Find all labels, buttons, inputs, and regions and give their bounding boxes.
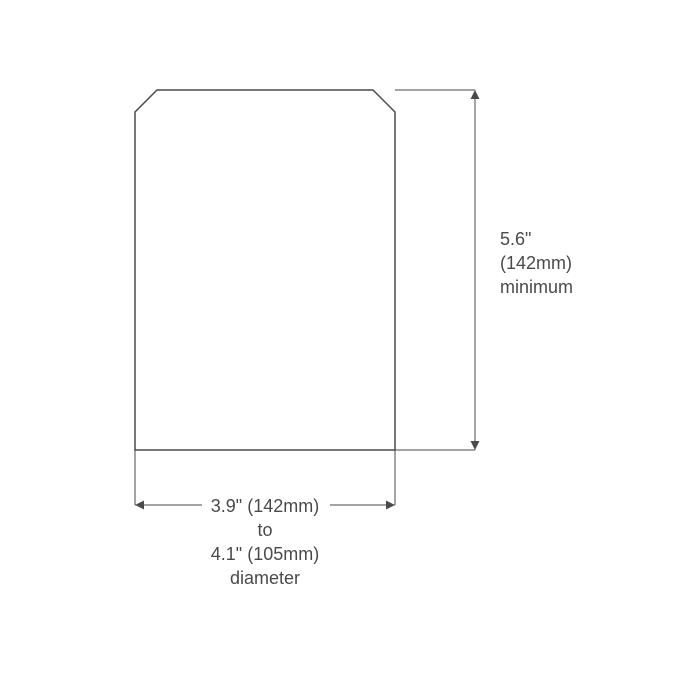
dimension-arrow xyxy=(135,501,144,510)
dimension-arrow xyxy=(471,90,480,99)
width-dimension-label: 4.1" (105mm) xyxy=(211,544,319,564)
dimension-arrow xyxy=(386,501,395,510)
width-dimension-label: 3.9" (142mm) xyxy=(211,496,319,516)
height-dimension-label: (142mm) xyxy=(500,253,572,273)
dimension-diagram: 5.6" (142mm) minimum 3.9" (142mm) to 4.1" (10… xyxy=(0,0,700,700)
width-dimension-label: to xyxy=(257,520,272,540)
dimension-arrow xyxy=(471,441,480,450)
height-dimension-label: 5.6" xyxy=(500,229,531,249)
product-outline xyxy=(135,90,395,450)
height-dimension-label: minimum xyxy=(500,277,573,297)
width-dimension-label: diameter xyxy=(230,568,300,588)
